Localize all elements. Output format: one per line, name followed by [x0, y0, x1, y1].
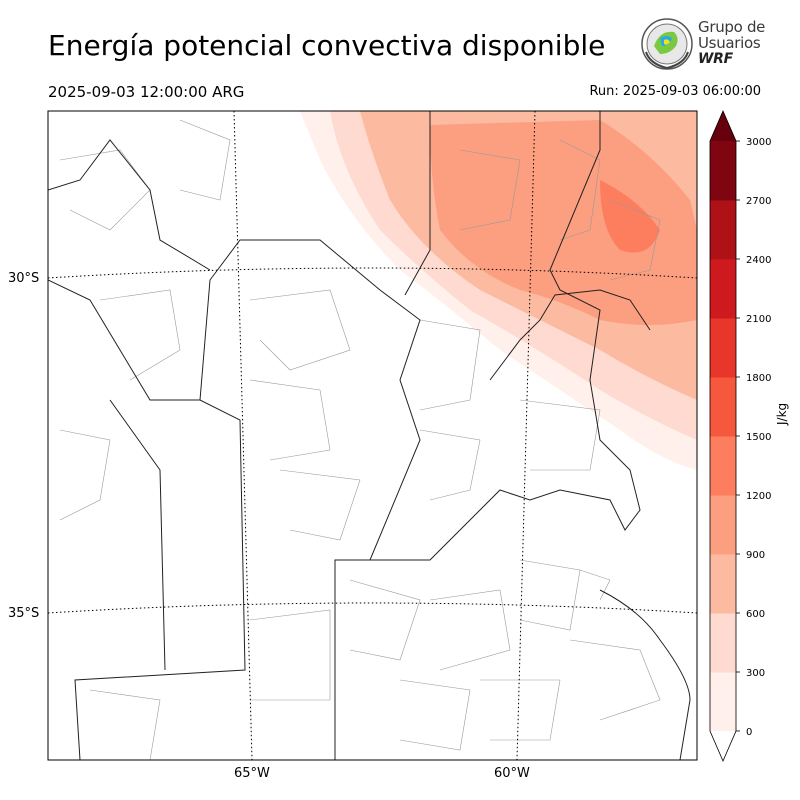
colorbar-tick-label: 1500 [746, 432, 771, 443]
boundaries [48, 111, 697, 760]
globe-icon [641, 18, 693, 70]
lon-label-60w: 60°W [494, 766, 530, 781]
logo-line1: Grupo de [698, 18, 766, 36]
colorbar-unit-label: J/kg [775, 402, 789, 425]
colorbar-tick-label: 900 [746, 550, 765, 561]
colorbar-tick-label: 600 [746, 609, 765, 620]
colorbar-over-arrow [710, 111, 736, 141]
logo-line2: Usuarios [698, 34, 761, 52]
colorbar-segment [710, 495, 736, 555]
graticule [48, 111, 697, 760]
valid-time: 2025-09-03 12:00:00 ARG [48, 83, 245, 101]
cape-field [300, 111, 697, 470]
lat-label-35s: 35°S [8, 606, 40, 621]
province-lines [48, 111, 691, 760]
colorbar-tick-label: 2700 [746, 196, 771, 207]
colorbar-segment [710, 200, 736, 260]
chart-title: Energía potencial convectiva disponible [48, 29, 606, 62]
colorbar-segment [710, 613, 736, 673]
lat-label-30s: 30°S [8, 271, 40, 286]
cape-band-900 [430, 120, 697, 325]
colorbar-tick-label: 2100 [746, 314, 771, 325]
logo-line3: WRF [698, 51, 733, 67]
cape-band-1200 [600, 180, 660, 253]
colorbar-tick-label: 1800 [746, 373, 771, 384]
colorbar-tick-label: 2400 [746, 255, 771, 266]
colorbar-tick-label: 1200 [746, 491, 771, 502]
colorbar-segment [710, 141, 736, 201]
run-time: Run: 2025-09-03 06:00:00 [589, 84, 761, 99]
colorbar-segment [710, 436, 736, 496]
lon-label-65w: 65°W [234, 766, 270, 781]
colorbar-tick-label: 0 [746, 727, 752, 738]
wrf-logo: Grupo de Usuarios WRF [640, 16, 770, 72]
map-frame [47, 110, 698, 761]
colorbar-segment [710, 377, 736, 437]
colorbar: 0 300 600 900 1200 1500 1800 2100 2400 2700 3000 [709, 109, 771, 763]
colorbar-segment [710, 554, 736, 614]
colorbar-tick-label: 3000 [746, 137, 771, 148]
colorbar-segment [710, 318, 736, 378]
colorbar-tick-label: 300 [746, 668, 765, 679]
colorbar-segment [710, 259, 736, 319]
colorbar-under-arrow [710, 731, 736, 761]
colorbar-segment [710, 672, 736, 732]
